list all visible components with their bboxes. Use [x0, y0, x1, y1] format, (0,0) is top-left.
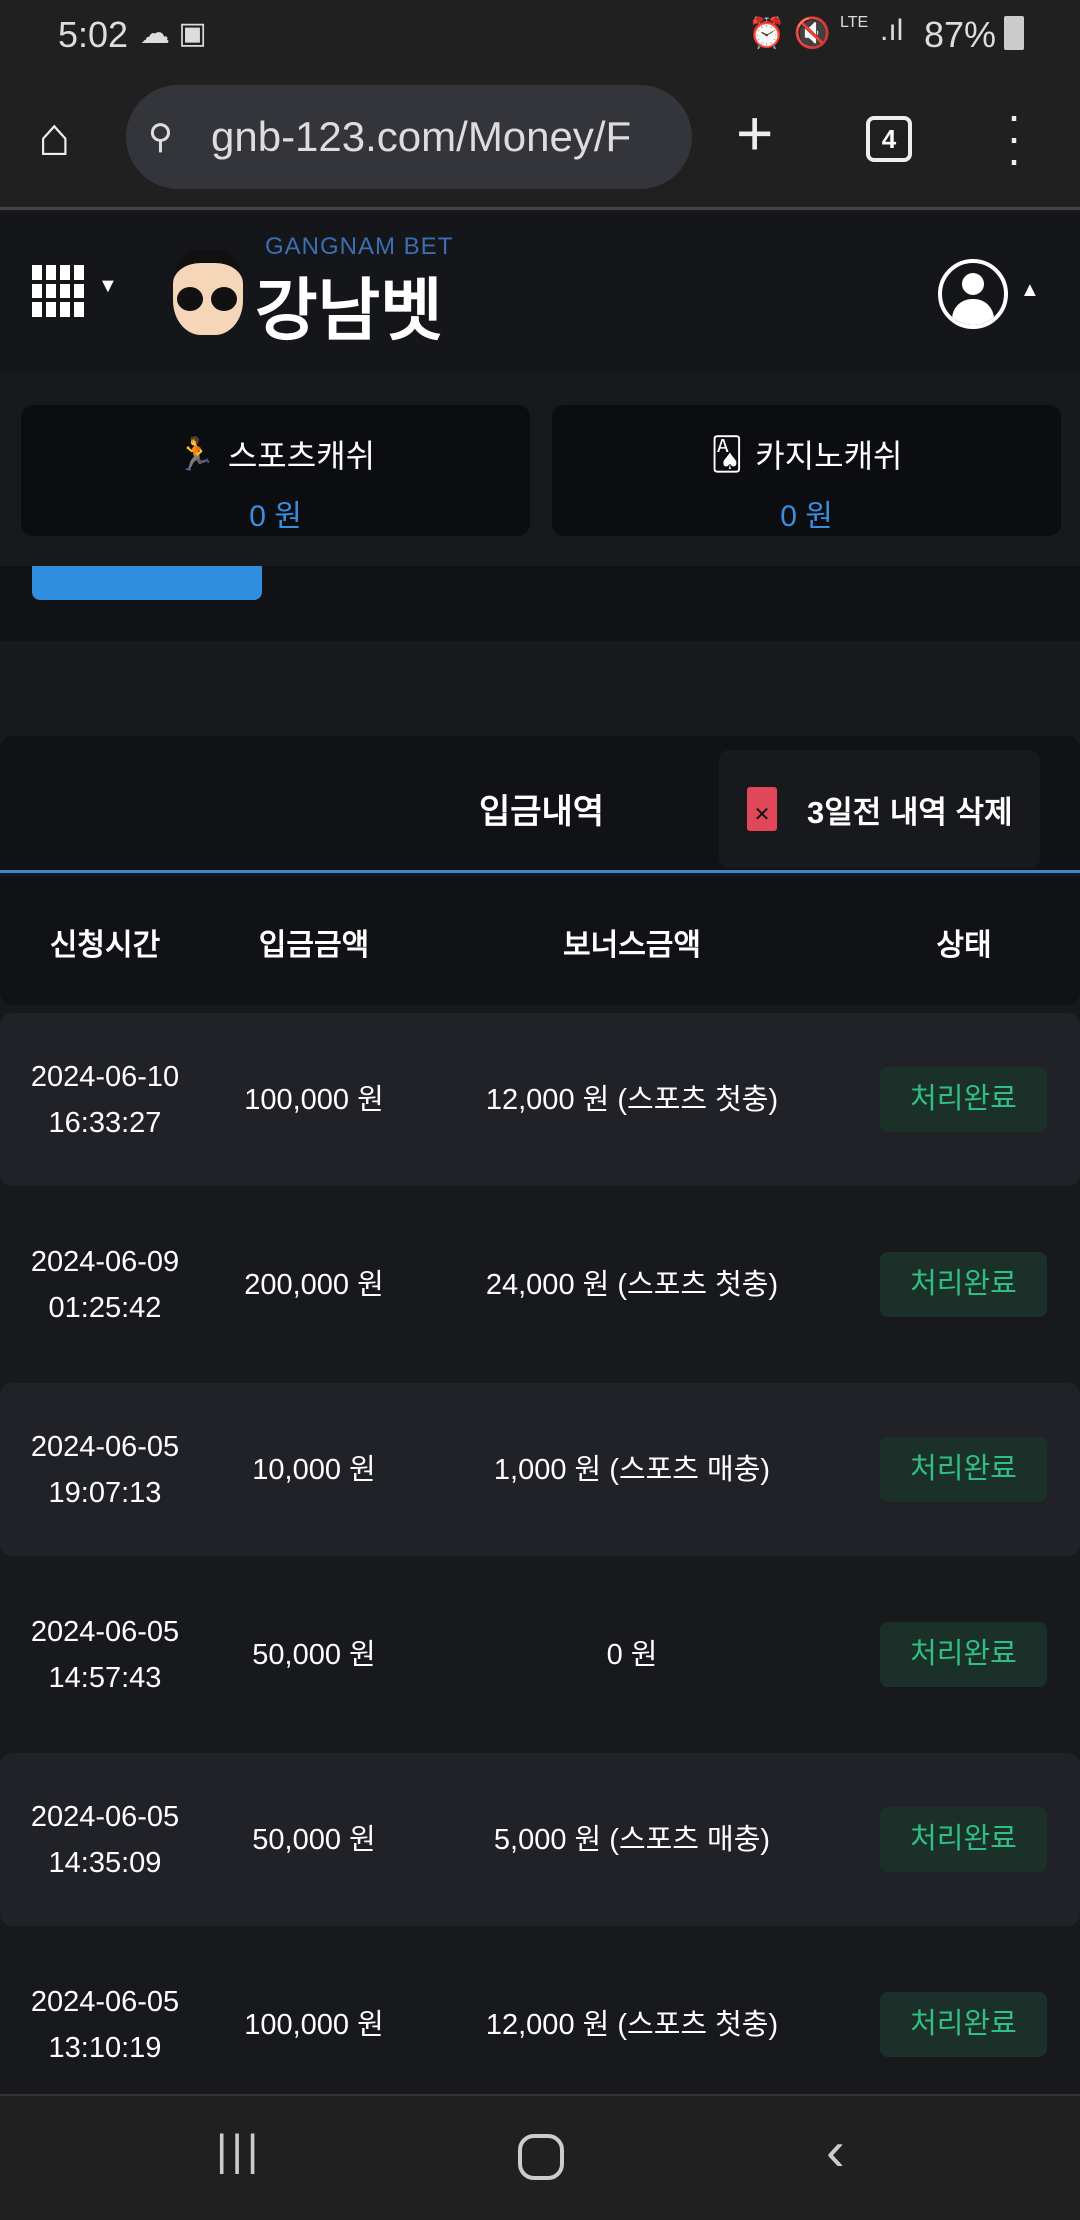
recent-apps-icon[interactable]: |||: [216, 2126, 263, 2175]
wallet-label: 스포츠캐쉬: [227, 438, 376, 474]
column-header: 입금금액: [258, 929, 370, 962]
status-badge: 처리완료: [880, 1992, 1047, 2057]
request-time: 2024-06-05 14:57:43: [30, 1615, 180, 1694]
status-badge: 처리완료: [880, 1437, 1047, 1502]
sports-cash-card[interactable]: 🏃 스포츠캐쉬 0 원: [21, 405, 530, 536]
bonus-amount: 1,000 원 (스포츠 매충): [493, 1453, 771, 1486]
casino-cash-card[interactable]: 🂡 카지노캐쉬 0 원: [552, 405, 1061, 536]
browser-toolbar: ⌂ ⚲ gnb-123.com/Money/F + 4 · · ·: [0, 70, 1080, 210]
wallet-value: 0 원: [780, 500, 833, 533]
logo-mascot[interactable]: [155, 235, 255, 345]
clock: 5:02: [58, 14, 129, 55]
chevron-down-icon[interactable]: ▼: [98, 275, 118, 297]
bonus-amount: 5,000 원 (스포츠 매충): [493, 1823, 771, 1856]
delete-history-button[interactable]: ✕ 3일전 내역 삭제: [719, 750, 1040, 868]
grid-menu-icon[interactable]: [32, 265, 84, 317]
logo-subtitle: GANGNAM BET: [265, 233, 454, 260]
home-nav-icon[interactable]: [518, 2134, 564, 2180]
bonus-amount: 12,000 원 (스포츠 첫충): [485, 1083, 779, 1116]
alarm-mute-icons: ⏰ 🔇: [748, 17, 832, 50]
android-nav-bar: ||| ‹: [0, 2094, 1080, 2220]
table-header: 신청시간 입금금액 보너스금액 상태: [0, 876, 1080, 1005]
address-bar[interactable]: ⚲ gnb-123.com/Money/F: [126, 85, 692, 189]
chevron-up-icon[interactable]: ▲: [1020, 279, 1040, 301]
url-text: gnb-123.com/Money/F: [211, 113, 632, 160]
notification-icon: ☁ ▣: [140, 17, 207, 50]
trash-icon: ✕: [747, 787, 777, 831]
request-time: 2024-06-05 13:10:19: [30, 1985, 180, 2064]
status-badge: 처리완료: [880, 1622, 1047, 1687]
status-badge: 처리완료: [880, 1807, 1047, 1872]
running-person-icon: 🏃: [175, 436, 216, 472]
table-row: 2024-06-09 01:25:42 200,000 원 24,000 원 (스…: [0, 1198, 1080, 1371]
request-time: 2024-06-05 14:35:09: [30, 1800, 180, 1879]
status-badge: 처리완료: [880, 1067, 1047, 1132]
delete-label: 3일전 내역 삭제: [807, 794, 1013, 830]
table-row: 2024-06-05 14:57:43 50,000 원 0 원 처리완료: [0, 1568, 1080, 1741]
tab-count-button[interactable]: 4: [866, 116, 912, 162]
status-badge: 처리완료: [880, 1252, 1047, 1317]
bonus-amount: 0 원: [606, 1638, 658, 1671]
back-icon[interactable]: ‹: [826, 2119, 845, 2182]
bonus-amount: 12,000 원 (스포츠 첫충): [485, 2008, 779, 2041]
home-icon[interactable]: ⌂: [38, 107, 71, 167]
status-bar: 5:02 ☁ ▣ ⏰ 🔇 LTE .ıl 87%: [0, 0, 1080, 70]
battery-level: 87%: [924, 14, 997, 55]
deposit-amount: 100,000 원: [244, 1083, 384, 1116]
section-title: 입금내역: [478, 793, 605, 831]
battery-icon: [1004, 16, 1024, 50]
logo-title[interactable]: 강남벳: [255, 273, 443, 349]
menu-icon[interactable]: · · ·: [1006, 89, 1022, 185]
column-header: 상태: [936, 929, 992, 962]
deposit-amount: 200,000 원: [244, 1268, 384, 1301]
new-tab-icon[interactable]: +: [736, 97, 774, 169]
deposit-amount: 50,000 원: [252, 1823, 376, 1856]
wallet-value: 0 원: [249, 500, 302, 533]
request-time: 2024-06-05 19:07:13: [30, 1430, 180, 1509]
table-row: 2024-06-10 16:33:27 100,000 원 12,000 원 (스…: [0, 1013, 1080, 1186]
bonus-amount: 24,000 원 (스포츠 첫충): [485, 1268, 779, 1301]
wallet-label: 카지노캐쉬: [755, 438, 903, 474]
signal-icon: .ıl: [880, 14, 904, 47]
playing-cards-icon: 🂡: [710, 436, 744, 472]
network-label: LTE: [840, 14, 869, 31]
user-avatar-icon[interactable]: [938, 259, 1008, 329]
deposit-amount: 10,000 원: [252, 1453, 376, 1486]
submit-button[interactable]: [32, 566, 262, 600]
deposit-history-header: 입금내역 ✕ 3일전 내역 삭제: [0, 736, 1080, 873]
table-row: 2024-06-05 13:10:19 100,000 원 12,000 원 (스…: [0, 1938, 1080, 2111]
column-header: 신청시간: [49, 929, 161, 962]
site-header: ▼ GANGNAM BET 강남벳 ▲: [0, 213, 1080, 373]
site-settings-icon[interactable]: ⚲: [148, 118, 173, 156]
deposit-amount: 100,000 원: [244, 2008, 384, 2041]
table-row: 2024-06-05 19:07:13 10,000 원 1,000 원 (스포츠…: [0, 1383, 1080, 1556]
table-row: 2024-06-05 14:35:09 50,000 원 5,000 원 (스포츠…: [0, 1753, 1080, 1926]
request-time: 2024-06-09 01:25:42: [30, 1245, 180, 1324]
column-header: 보너스금액: [563, 929, 701, 962]
deposit-amount: 50,000 원: [252, 1638, 376, 1671]
request-time: 2024-06-10 16:33:27: [30, 1060, 180, 1139]
